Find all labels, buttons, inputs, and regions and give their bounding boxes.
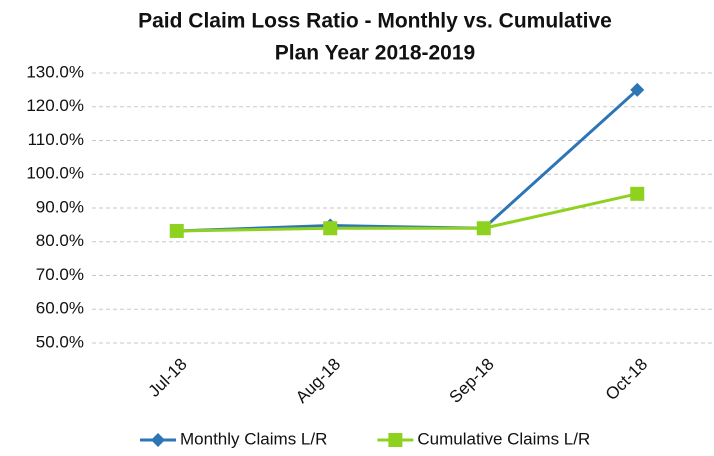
y-tick-label: 130.0% [26, 62, 84, 81]
y-tick-label: 110.0% [28, 130, 84, 149]
point [630, 82, 645, 97]
x-tick-label: Jul-18 [145, 355, 191, 401]
y-tick-label: 70.0% [36, 265, 84, 284]
point [476, 221, 491, 236]
y-tick-label: 100.0% [26, 164, 84, 183]
x-tick-label: Aug-18 [292, 355, 344, 407]
y-tick-label: 50.0% [36, 332, 84, 351]
x-tick-label: Sep-18 [446, 355, 498, 407]
y-tick-label: 120.0% [26, 96, 84, 115]
point [388, 433, 403, 447]
chart-title: Paid Claim Loss Ratio - Monthly vs. Cumu… [138, 10, 612, 33]
y-tick-label: 60.0% [36, 299, 84, 318]
point [151, 433, 165, 447]
y-tick-label: 90.0% [36, 197, 84, 216]
point [630, 186, 645, 201]
chart-subtitle: Plan Year 2018-2019 [275, 42, 475, 65]
series-line [176, 192, 638, 233]
y-tick-label: 80.0% [36, 231, 84, 250]
point [169, 223, 184, 238]
legend-label: Monthly Claims L/R [180, 429, 327, 448]
x-tick-label: Oct-18 [602, 355, 652, 405]
point [323, 221, 338, 236]
legend-label: Cumulative Claims L/R [417, 429, 590, 448]
